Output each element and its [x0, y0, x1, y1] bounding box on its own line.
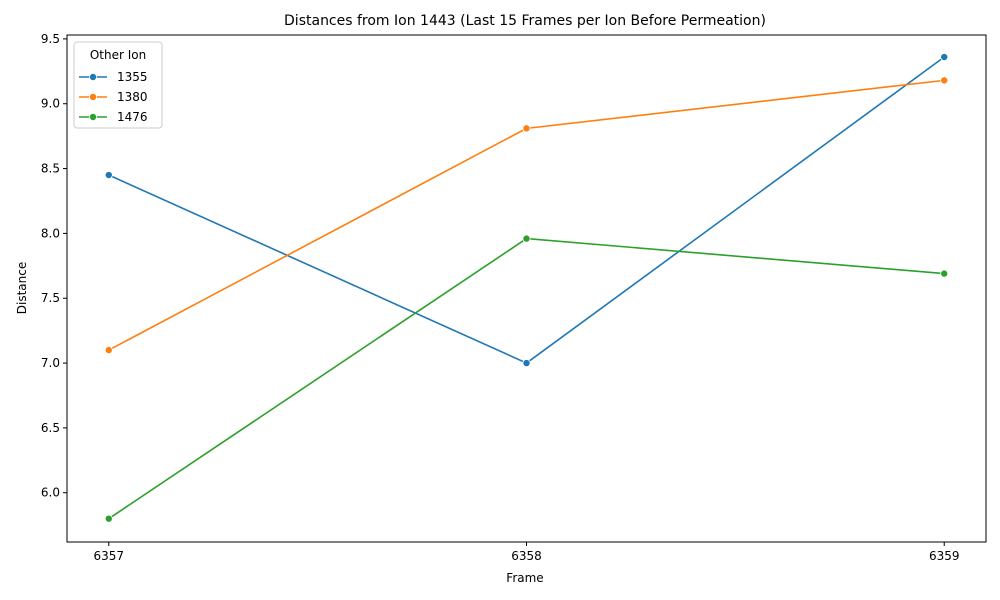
x-tick-label: 6358 — [511, 549, 542, 563]
series-1380 — [104, 76, 949, 355]
legend-item-1380: 1380 — [79, 90, 148, 104]
data-point-1380 — [104, 346, 113, 355]
series-line-1380 — [107, 79, 946, 351]
data-point-1355 — [940, 53, 949, 62]
series-layer — [104, 53, 949, 523]
legend-label: 1380 — [117, 90, 148, 104]
y-tick-label: 8.0 — [41, 226, 60, 240]
x-tick-label: 6359 — [929, 549, 960, 563]
data-point-1476 — [104, 514, 113, 523]
data-point-1476 — [940, 269, 949, 278]
data-point-1355 — [104, 171, 113, 180]
y-axis: 6.0 6.5 7.0 7.5 8.0 8.5 9.0 9.5 — [41, 32, 67, 500]
y-tick-label: 7.0 — [41, 356, 60, 370]
data-point-1476 — [522, 234, 531, 243]
legend-box — [73, 41, 163, 129]
y-axis-label: Distance — [15, 262, 29, 314]
y-tick-label: 8.5 — [41, 162, 60, 176]
y-tick-label: 9.5 — [41, 32, 60, 46]
y-tick-label: 7.5 — [41, 291, 60, 305]
legend-swatch-marker — [89, 73, 98, 82]
y-tick-label: 6.5 — [41, 421, 60, 435]
x-axis: 6357 6358 6359 — [93, 542, 960, 563]
legend-label: 1355 — [117, 70, 148, 84]
legend: Other Ion 1355 1380 1476 — [73, 41, 163, 129]
y-tick-label: 6.0 — [41, 486, 60, 500]
series-line-1355 — [107, 56, 946, 364]
plot-area-frame — [66, 34, 987, 543]
data-point-1380 — [522, 124, 531, 133]
legend-swatch-marker — [89, 113, 98, 122]
data-point-1355 — [522, 359, 531, 368]
data-point-1380 — [940, 76, 949, 85]
x-tick-label: 6357 — [93, 549, 124, 563]
y-tick-label: 9.0 — [41, 97, 60, 111]
series-1476 — [104, 234, 949, 523]
legend-label: 1476 — [117, 110, 148, 124]
series-line-1476 — [107, 237, 946, 520]
legend-items: 1355 1380 1476 — [79, 70, 148, 124]
series-1355 — [104, 53, 949, 368]
chart-title: Distances from Ion 1443 (Last 15 Frames … — [284, 13, 766, 29]
legend-item-1355: 1355 — [79, 70, 148, 84]
legend-item-1476: 1476 — [79, 110, 148, 124]
x-axis-label: Frame — [506, 571, 543, 585]
legend-title: Other Ion — [90, 48, 146, 62]
legend-swatch-marker — [89, 93, 98, 102]
